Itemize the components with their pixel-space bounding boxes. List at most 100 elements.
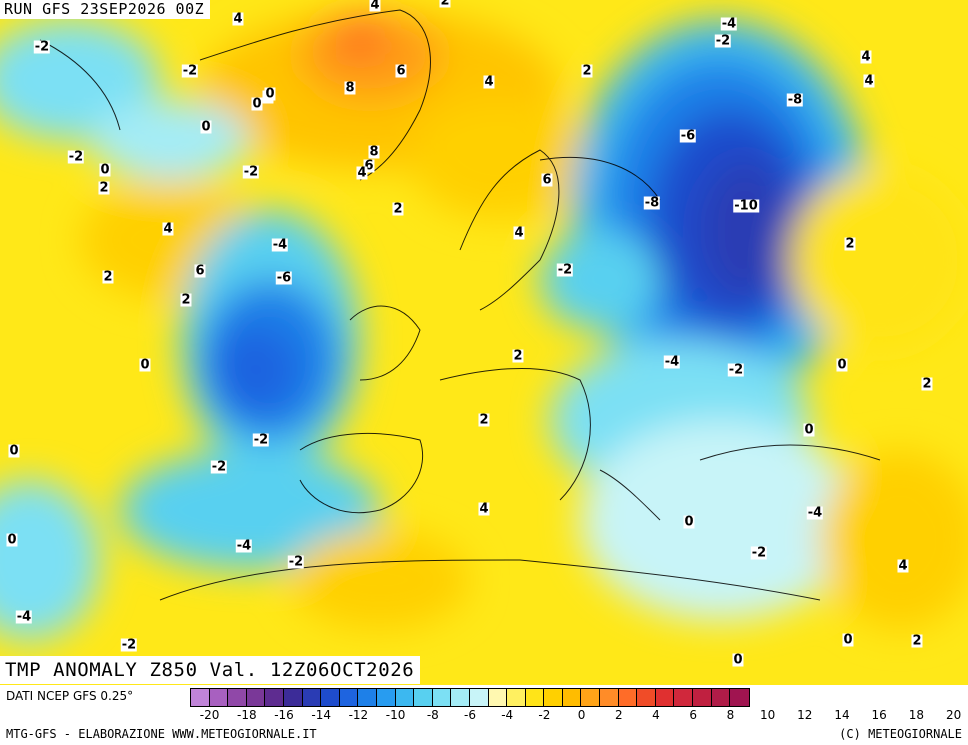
contour-label: 2 [392,201,404,217]
contour-label: 2 [478,412,490,428]
color-scale-tick: -4 [501,708,514,722]
contour-label: 2 [98,180,110,196]
contour-label: 2 [180,292,192,308]
color-swatch [637,689,656,706]
contour-label: 2 [102,269,114,285]
contour-label: 0 [264,86,276,102]
color-swatch [302,689,322,706]
contour-label: 2 [439,0,451,8]
contour-label: 4 [356,165,368,181]
contour-label: 2 [581,63,593,79]
color-swatch [432,689,452,706]
contour-label: 4 [232,11,244,27]
color-scale-tick: 6 [689,708,698,722]
contour-label: -2 [181,63,199,79]
color-scale-tick: -18 [236,708,257,722]
contour-label: 8 [344,80,356,96]
run-title: RUN GFS 23SEP2026 00Z [0,0,211,19]
contour-label: -4 [663,354,681,370]
color-scale-tick: 16 [871,708,887,722]
color-scale-tick: 8 [726,708,735,722]
contour-label: 0 [803,422,815,438]
contour-label: 2 [512,348,524,364]
color-swatch [246,689,266,706]
contour-label: 4 [162,221,174,237]
color-swatch [283,689,303,706]
color-swatch [581,689,601,706]
color-swatch [600,689,619,706]
color-scale-tick: -2 [538,708,551,722]
contour-label: -8 [643,195,661,211]
contour-label: 6 [194,263,206,279]
color-scale-tick: -16 [274,708,294,722]
color-swatch [469,689,489,706]
color-scale-ticks: -20 -18 -16 -14 -12 -10 -8 -6 -4 -2 0 2 4 6 8 10 12 14 16 1… [0,708,968,722]
color-swatch [693,689,712,706]
contour-label: 0 [6,532,18,548]
contour-label: 0 [139,357,151,373]
contour-label: 0 [200,119,212,135]
color-scale-tick: 4 [652,708,660,722]
contour-label: -2 [210,459,228,475]
color-swatch [507,689,526,706]
credit-left: MTG-GFS - ELABORAZIONE WWW.METEOGIORNALE… [6,727,317,741]
contour-label: -2 [120,637,138,653]
anomaly-map: RUN GFS 23SEP2026 00Z -2-2-2-4442862020-… [0,0,968,685]
contour-label: 4 [863,73,875,89]
color-scale-tick: 18 [908,708,925,722]
contour-label: 6 [541,172,553,188]
color-scale-tick: -10 [385,708,406,722]
color-scale-tick: 20 [945,708,962,722]
contour-label: -4 [271,237,289,253]
contour-label: 4 [513,225,525,241]
color-swatch [228,689,247,706]
contour-label: -4 [15,609,33,625]
contour-label: 4 [478,501,490,517]
contour-label: -4 [720,16,738,32]
contour-label: -2 [287,554,305,570]
contour-label: -8 [786,92,804,108]
color-scale-tick: 12 [797,708,813,722]
color-swatch [525,689,545,706]
color-swatch [730,689,749,706]
color-swatch [674,689,694,706]
credit-right: (C) METEOGIORNALE [839,727,962,741]
contour-label: 0 [732,652,744,668]
color-swatch [209,689,229,706]
data-source-label: DATI NCEP GFS 0.25° [6,689,134,703]
color-scale-tick: -12 [348,708,369,722]
color-scale-bar [190,688,750,707]
contour-label: 4 [483,74,495,90]
color-scale-tick: 2 [614,708,623,722]
color-scale-tick: 0 [577,708,586,722]
contour-label: 2 [911,633,923,649]
contour-label: 0 [683,514,695,530]
color-swatch [414,689,433,706]
field-title: TMP ANOMALY Z850 Val. 12Z06OCT2026 [0,656,421,684]
contour-label: -10 [733,198,759,214]
color-scale-tick: 10 [759,708,776,722]
color-scale-tick: 14 [834,708,850,722]
contour-label: 2 [921,376,933,392]
contour-label: -2 [242,164,260,180]
color-swatch [655,689,675,706]
contour-label: 4 [369,0,381,13]
contour-label: 4 [860,49,872,65]
contour-label: 0 [251,96,263,112]
contour-label: -2 [727,362,745,378]
color-scale-tick: -6 [464,708,476,722]
contour-label: 0 [836,357,848,373]
contour-label: 0 [99,162,111,178]
contour-label: -2 [33,39,51,55]
contour-label: -4 [235,538,253,554]
color-scale-tick: -14 [311,708,331,722]
color-swatch [618,689,638,706]
contour-label: -2 [252,432,270,448]
color-swatch [376,689,396,706]
color-swatch [321,689,340,706]
color-swatch [395,689,415,706]
contour-label: 2 [844,236,856,252]
contour-label: 0 [842,632,854,648]
color-swatch [265,689,284,706]
contour-label: -6 [679,128,697,144]
